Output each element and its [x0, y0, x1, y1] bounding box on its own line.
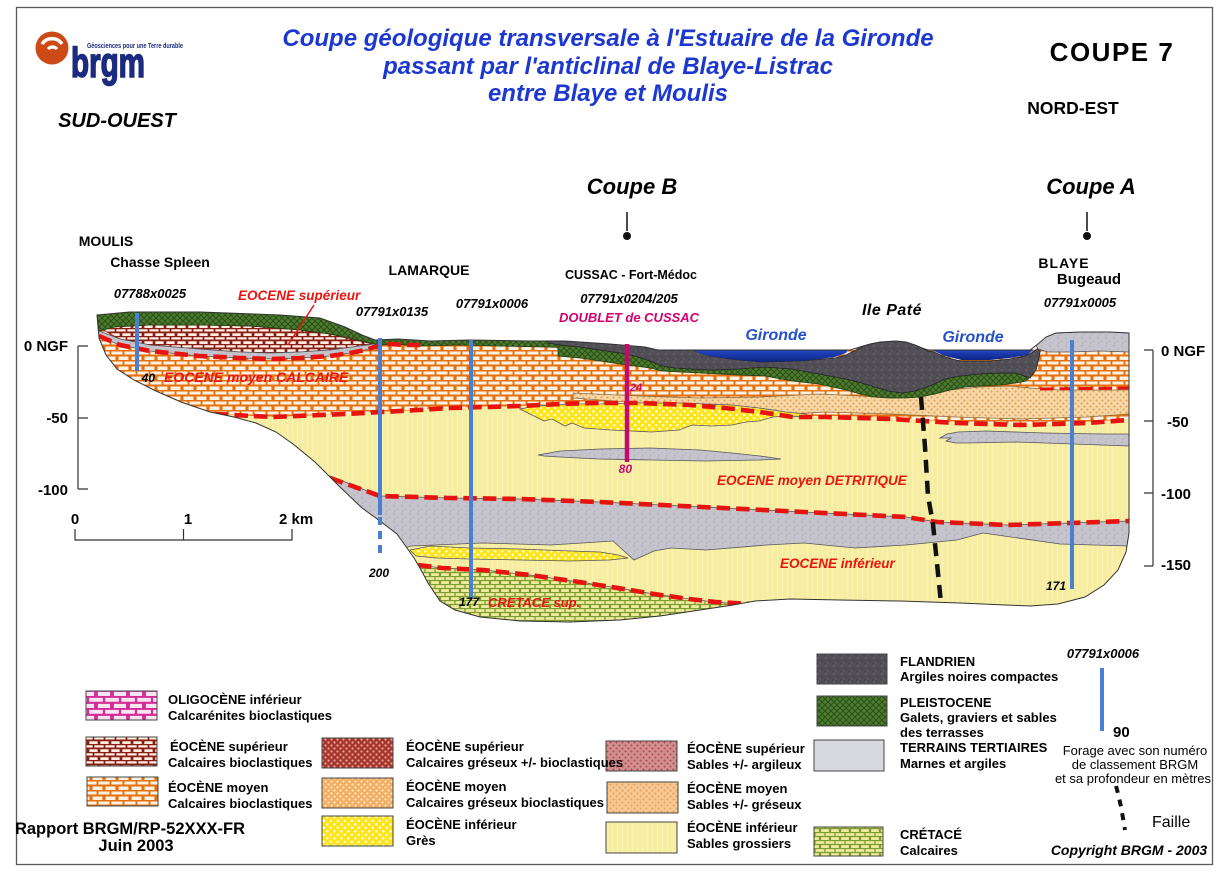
svg-text:EOCENE inférieur: EOCENE inférieur: [780, 556, 896, 571]
svg-text:EOCENE supérieur: EOCENE supérieur: [238, 288, 361, 303]
svg-text:80: 80: [619, 462, 633, 476]
svg-text:ÉOCÈNE supérieur: ÉOCÈNE supérieur: [406, 739, 524, 754]
svg-text:ÉOCÈNE inférieur: ÉOCÈNE inférieur: [687, 820, 798, 835]
svg-text:entre Blaye et Moulis: entre Blaye et Moulis: [488, 80, 728, 107]
svg-text:Sables +/- argileux: Sables +/- argileux: [687, 757, 802, 772]
svg-text:Calcaires bioclastiques: Calcaires bioclastiques: [168, 755, 313, 770]
svg-text:LAMARQUE: LAMARQUE: [389, 262, 470, 278]
svg-text:-50: -50: [1167, 414, 1189, 431]
svg-text:et sa profondeur en mètres: et sa profondeur en mètres: [1055, 771, 1212, 786]
svg-text:Gironde: Gironde: [942, 329, 1003, 346]
svg-text:Sables +/- gréseux: Sables +/- gréseux: [687, 797, 802, 812]
svg-text:90: 90: [1113, 724, 1130, 741]
svg-text:CRÉTACÉ: CRÉTACÉ: [900, 827, 962, 842]
svg-text:Galets, graviers et sables: Galets, graviers et sables: [900, 710, 1057, 725]
svg-text:Ile Paté: Ile Paté: [862, 302, 922, 319]
svg-text:DOUBLET de CUSSAC: DOUBLET de CUSSAC: [559, 310, 700, 325]
svg-text:EOCENE moyen CALCAIRE: EOCENE moyen CALCAIRE: [164, 369, 349, 385]
svg-text:Chasse Spleen: Chasse Spleen: [110, 254, 210, 270]
svg-text:de classement BRGM: de classement BRGM: [1072, 757, 1198, 772]
svg-text:TERRAINS TERTIAIRES: TERRAINS TERTIAIRES: [900, 740, 1048, 755]
svg-text:passant par l'anticlinal de Bl: passant par l'anticlinal de Blaye-Listra…: [382, 53, 833, 80]
svg-text:Grès: Grès: [406, 833, 436, 848]
svg-text:Calcaires bioclastiques: Calcaires bioclastiques: [168, 796, 313, 811]
svg-text:-150: -150: [1161, 557, 1191, 574]
svg-text:PLEISTOCENE: PLEISTOCENE: [900, 695, 992, 710]
svg-text:MOULIS: MOULIS: [79, 233, 133, 249]
svg-text:Juin 2003: Juin 2003: [98, 837, 173, 855]
svg-text:COUPE 7: COUPE 7: [1050, 37, 1175, 67]
svg-text:Calcaires gréseux +/- bioclast: Calcaires gréseux +/- bioclastiques: [406, 755, 623, 770]
svg-text:-100: -100: [38, 482, 68, 499]
svg-text:-50: -50: [46, 410, 68, 427]
svg-text:ÉOCÈNE supérieur: ÉOCÈNE supérieur: [170, 739, 288, 754]
svg-text:07791x0006: 07791x0006: [456, 296, 529, 311]
svg-text:ÉOCÈNE inférieur: ÉOCÈNE inférieur: [406, 817, 517, 832]
svg-text:Géosciences pour une Terre dur: Géosciences pour une Terre durable: [87, 41, 183, 50]
svg-text:FLANDRIEN: FLANDRIEN: [900, 654, 975, 669]
svg-text:200: 200: [368, 566, 389, 580]
svg-text:Marnes et argiles: Marnes et argiles: [900, 756, 1006, 771]
svg-text:07791x0135: 07791x0135: [356, 304, 429, 319]
svg-text:07791x0006: 07791x0006: [1067, 646, 1140, 661]
svg-text:Calcarénites bioclastiques: Calcarénites bioclastiques: [168, 708, 332, 723]
svg-text:07791x0005: 07791x0005: [1044, 295, 1117, 310]
svg-text:des terrasses: des terrasses: [900, 725, 984, 740]
svg-text:Gironde: Gironde: [745, 327, 806, 344]
svg-text:SUD-OUEST: SUD-OUEST: [58, 110, 178, 132]
svg-text:Copyright BRGM - 2003: Copyright BRGM - 2003: [1051, 842, 1208, 858]
svg-text:Faille: Faille: [1152, 814, 1190, 831]
svg-text:Coupe B: Coupe B: [587, 174, 678, 199]
svg-text:ÉOCÈNE moyen: ÉOCÈNE moyen: [168, 780, 268, 795]
svg-text:07791x0204/205: 07791x0204/205: [580, 291, 678, 306]
svg-text:OLIGOCÈNE inférieur: OLIGOCÈNE inférieur: [168, 692, 302, 707]
svg-text:Sables grossiers: Sables grossiers: [687, 836, 791, 851]
svg-text:EOCENE moyen DETRITIQUE: EOCENE moyen DETRITIQUE: [717, 473, 908, 488]
svg-text:Bugeaud: Bugeaud: [1057, 271, 1121, 288]
svg-text:1: 1: [184, 511, 192, 528]
svg-text:177: 177: [459, 595, 480, 609]
svg-text:Argiles noires compactes: Argiles noires compactes: [900, 669, 1058, 684]
svg-text:Forage avec son numéro: Forage avec son numéro: [1063, 743, 1208, 758]
svg-text:ÉOCÈNE supérieur: ÉOCÈNE supérieur: [687, 741, 805, 756]
svg-text:CUSSAC - Fort-Médoc: CUSSAC - Fort-Médoc: [565, 268, 697, 282]
svg-text:171: 171: [1046, 579, 1066, 593]
svg-text:-100: -100: [1161, 486, 1191, 503]
svg-text:0 NGF: 0 NGF: [1161, 343, 1205, 360]
svg-text:ÉOCÈNE moyen: ÉOCÈNE moyen: [687, 781, 787, 796]
svg-text:40: 40: [141, 371, 156, 385]
svg-text:Calcaires: Calcaires: [900, 843, 958, 858]
svg-text:Coupe A: Coupe A: [1046, 174, 1136, 199]
svg-text:0: 0: [71, 511, 79, 528]
svg-text:2 km: 2 km: [279, 511, 313, 528]
svg-text:Rapport BRGM/RP-52XXX-FR: Rapport BRGM/RP-52XXX-FR: [15, 820, 245, 838]
svg-text:Coupe géologique transversale: Coupe géologique transversale à l'Estuai…: [282, 25, 933, 52]
svg-text:07788x0025: 07788x0025: [114, 286, 187, 301]
svg-text:NORD-EST: NORD-EST: [1027, 98, 1119, 118]
svg-text:ÉOCÈNE moyen: ÉOCÈNE moyen: [406, 779, 506, 794]
svg-text:brgm: brgm: [71, 39, 145, 86]
svg-text:BLAYE: BLAYE: [1038, 255, 1089, 271]
svg-text:24: 24: [629, 382, 642, 394]
svg-text:0 NGF: 0 NGF: [24, 338, 68, 355]
svg-text:CRETACE sup.: CRETACE sup.: [488, 595, 580, 610]
svg-text:Calcaires gréseux bioclastique: Calcaires gréseux bioclastiques: [406, 795, 604, 810]
